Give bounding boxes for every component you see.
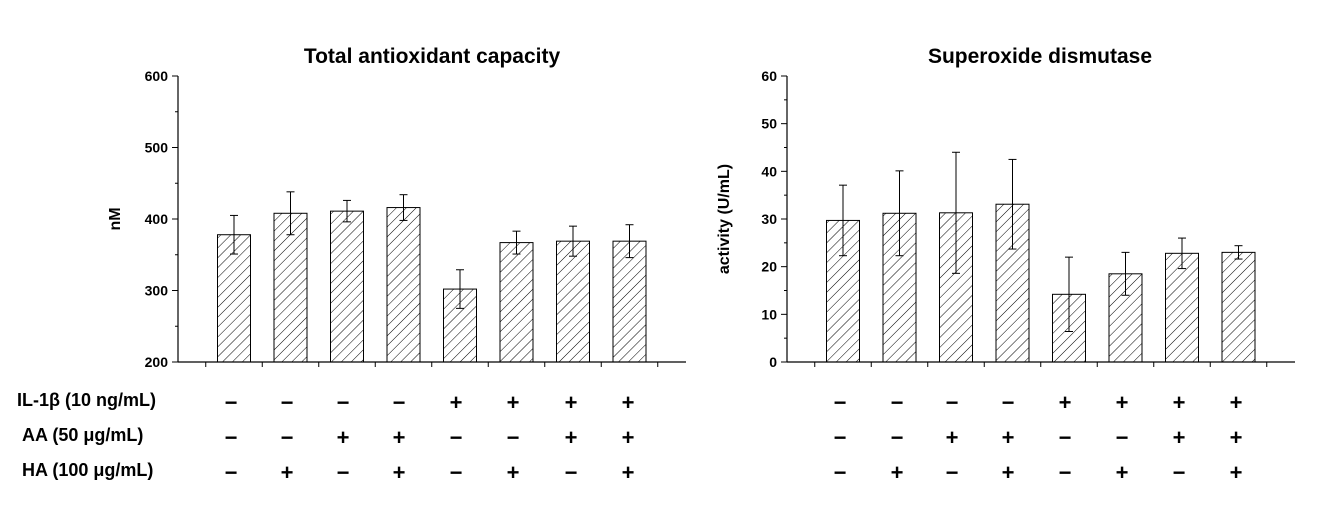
- tac-y-tick-label: 400: [145, 211, 169, 227]
- tac-condition-sign: −: [393, 390, 406, 415]
- sod-condition-sign: −: [1002, 390, 1015, 415]
- condition-label-aa: AA (50 μg/mL): [22, 425, 143, 445]
- tac-condition-sign: +: [507, 460, 520, 485]
- tac-y-axis-label: nM: [107, 207, 124, 230]
- tac-condition-sign: −: [565, 460, 578, 485]
- tac-condition-sign: +: [622, 425, 635, 450]
- sod-condition-sign: −: [1173, 460, 1186, 485]
- tac-bar: [330, 210, 364, 363]
- tac-condition-sign: +: [507, 390, 520, 415]
- tac-condition-sign: +: [565, 390, 578, 415]
- sod-condition-sign: +: [1173, 390, 1186, 415]
- sod-condition-sign: +: [891, 460, 904, 485]
- sod-y-tick-label: 20: [761, 259, 777, 275]
- tac-condition-sign: −: [507, 425, 520, 450]
- sod-bar: [939, 212, 973, 363]
- sod-condition-sign: +: [1002, 425, 1015, 450]
- sod-y-axis-label: activity (U/mL): [716, 164, 733, 274]
- sod-bar: [1165, 252, 1199, 363]
- sod-y-tick-label: 60: [761, 68, 777, 84]
- tac-condition-sign: −: [337, 390, 350, 415]
- tac-condition-sign: +: [450, 390, 463, 415]
- sod-condition-sign: +: [1116, 460, 1129, 485]
- tac-y-tick-label: 500: [145, 140, 169, 156]
- sod-y-tick-label: 0: [769, 354, 777, 370]
- sod-condition-sign: −: [1116, 425, 1129, 450]
- tac-bar: [556, 240, 590, 363]
- tac-y-tick-label: 300: [145, 283, 169, 299]
- sod-condition-sign: +: [1173, 425, 1186, 450]
- tac-condition-sign: −: [281, 390, 294, 415]
- sod-condition-sign: −: [946, 390, 959, 415]
- sod-condition-sign: −: [834, 390, 847, 415]
- tac-chart-title: Total antioxidant capacity: [304, 45, 561, 68]
- tac-condition-sign: −: [225, 460, 238, 485]
- tac-y-tick-label: 600: [145, 68, 169, 84]
- tac-bar: [217, 234, 251, 363]
- sod-condition-sign: −: [1059, 425, 1072, 450]
- tac-condition-sign: −: [225, 425, 238, 450]
- sod-condition-sign: −: [1059, 460, 1072, 485]
- tac-bar: [612, 240, 647, 363]
- tac-condition-sign: −: [225, 390, 238, 415]
- condition-signs: − − − − − − − − + + + + + + + + − − − − + + + + − − − − + + + + − − + + − − + +…: [225, 390, 1243, 485]
- sod-condition-sign: +: [1230, 460, 1243, 485]
- tac-condition-sign: +: [622, 460, 635, 485]
- sod-condition-sign: −: [891, 425, 904, 450]
- condition-label-ha: HA (100 μg/mL): [22, 460, 153, 480]
- sod-chart-title: Superoxide dismutase: [928, 45, 1152, 68]
- tac-condition-sign: +: [393, 425, 406, 450]
- sod-condition-sign: +: [1230, 390, 1243, 415]
- sod-condition-sign: −: [891, 390, 904, 415]
- sod-bar: [995, 203, 1030, 363]
- sod-y-tick-label: 40: [761, 163, 777, 179]
- tac-condition-sign: −: [281, 425, 294, 450]
- condition-label-il1b: IL-1β (10 ng/mL): [17, 390, 156, 410]
- sod-condition-sign: +: [1059, 390, 1072, 415]
- tac-condition-sign: +: [281, 460, 294, 485]
- tac-bar: [273, 212, 308, 363]
- tac-condition-sign: −: [450, 460, 463, 485]
- condition-labels: IL-1β (10 ng/mL) AA (50 μg/mL) HA (100 μ…: [17, 390, 156, 480]
- tac-chart: Total antioxidant capacity nM 200 300 400 5…: [107, 45, 686, 370]
- sod-condition-sign: −: [834, 460, 847, 485]
- tac-bar: [499, 242, 534, 363]
- tac-condition-sign: −: [337, 460, 350, 485]
- sod-condition-sign: −: [946, 460, 959, 485]
- sod-condition-sign: +: [1002, 460, 1015, 485]
- sod-condition-sign: −: [834, 425, 847, 450]
- tac-condition-sign: +: [393, 460, 406, 485]
- sod-y-tick-label: 30: [761, 211, 777, 227]
- sod-bar: [1221, 251, 1256, 363]
- tac-condition-sign: +: [565, 425, 578, 450]
- sod-condition-sign: +: [1230, 425, 1243, 450]
- tac-condition-sign: −: [450, 425, 463, 450]
- sod-condition-sign: +: [946, 425, 959, 450]
- sod-y-tick-label: 50: [761, 116, 777, 132]
- sod-y-tick-label: 10: [761, 306, 777, 322]
- sod-condition-sign: +: [1116, 390, 1129, 415]
- tac-condition-sign: +: [337, 425, 350, 450]
- sod-chart: Superoxide dismutase activity (U/mL) 0 10…: [716, 45, 1295, 370]
- tac-bar: [386, 207, 421, 363]
- tac-condition-sign: +: [622, 390, 635, 415]
- tac-y-tick-label: 200: [145, 354, 169, 370]
